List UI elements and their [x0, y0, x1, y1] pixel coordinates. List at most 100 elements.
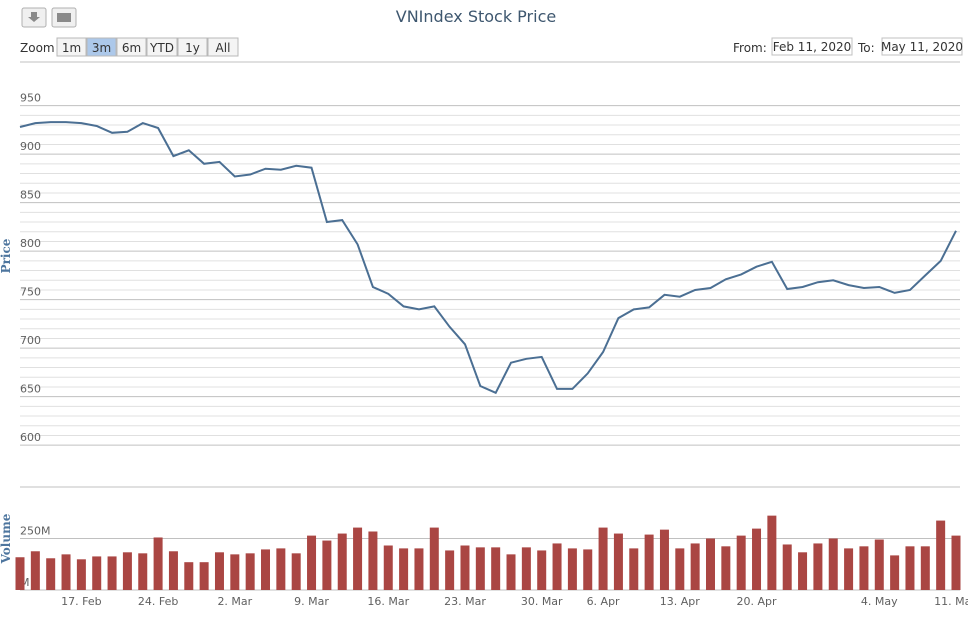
volume-bar: [690, 543, 700, 590]
zoom-button[interactable]: [116, 37, 147, 57]
volume-bar: [214, 552, 224, 590]
volume-bar: [552, 543, 562, 590]
zoom-button-label[interactable]: 6m: [122, 41, 141, 55]
volume-bar: [521, 547, 531, 590]
x-tick-label: 16. Mar: [367, 595, 409, 608]
y-axis-title: Volume: [0, 513, 13, 564]
zoom-button[interactable]: [207, 37, 239, 57]
y-tick-label: 800: [20, 237, 41, 250]
volume-bar: [353, 527, 363, 590]
volume-bar: [936, 520, 946, 590]
volume-bar: [168, 551, 178, 590]
x-tick-label: 23. Mar: [444, 595, 486, 608]
volume-bar: [15, 557, 25, 590]
volume-bar: [429, 527, 439, 590]
volume-bar: [583, 549, 593, 590]
volume-bar: [383, 545, 393, 590]
zoom-button[interactable]: [177, 37, 208, 57]
from-input[interactable]: [771, 37, 853, 56]
volume-bar: [475, 547, 485, 590]
volume-bar: [138, 553, 148, 590]
volume-bar: [76, 559, 86, 590]
volume-bar: [337, 533, 347, 590]
y-tick-label: 950: [20, 92, 41, 105]
zoom-button-label[interactable]: 3m: [92, 41, 111, 55]
volume-bar: [828, 538, 838, 590]
volume-bar: [537, 550, 547, 590]
volume-bar: [705, 538, 715, 590]
x-tick-label: 11. May: [934, 595, 968, 608]
volume-bar: [199, 562, 209, 590]
volume-bar: [368, 531, 378, 590]
from-date[interactable]: Feb 11, 2020: [773, 40, 852, 54]
to-date[interactable]: May 11, 2020: [881, 40, 963, 54]
volume-bar: [61, 554, 71, 590]
volume-bar: [659, 529, 669, 590]
zoom-button-label[interactable]: 1m: [62, 41, 81, 55]
y-tick-label: 600: [20, 431, 41, 444]
volume-bar: [920, 546, 930, 590]
volume-bar: [767, 515, 777, 590]
volume-bar: [736, 535, 746, 590]
volume-bar: [675, 548, 685, 590]
volume-bar: [798, 552, 808, 590]
volume-bar: [874, 539, 884, 590]
x-tick-label: 4. May: [861, 595, 898, 608]
volume-bar: [276, 548, 286, 590]
volume-bar: [782, 544, 792, 590]
download-button[interactable]: [21, 7, 47, 28]
volume-bar: [644, 534, 654, 590]
y-tick-label: 750: [20, 286, 41, 299]
volume-bar: [859, 546, 869, 590]
volume-bar: [613, 533, 623, 590]
print-button[interactable]: [51, 7, 77, 28]
chart-title: VNIndex Stock Price: [396, 7, 556, 26]
volume-bar: [122, 552, 132, 590]
y-tick-label: 700: [20, 334, 41, 347]
volume-bar: [629, 548, 639, 590]
volume-bar: [460, 545, 470, 590]
y-tick-label: 250M: [20, 525, 51, 538]
to-label: To:: [857, 41, 875, 55]
volume-bar: [245, 553, 255, 590]
volume-bar: [844, 548, 854, 590]
volume-bar: [721, 546, 731, 590]
zoom-button[interactable]: [146, 37, 178, 57]
y-tick-label: 850: [20, 189, 41, 202]
x-tick-label: 6. Apr: [587, 595, 620, 608]
volume-bar: [890, 555, 900, 590]
volume-bar: [307, 535, 317, 590]
volume-bar: [445, 550, 455, 590]
x-tick-label: 2. Mar: [217, 595, 252, 608]
volume-bar: [92, 556, 102, 590]
from-label: From:: [733, 41, 767, 55]
y-axis-title: Price: [0, 238, 13, 273]
zoom-button-label[interactable]: 1y: [185, 41, 200, 55]
to-input[interactable]: [881, 37, 963, 56]
x-tick-label: 13. Apr: [660, 595, 700, 608]
volume-bar: [153, 537, 163, 590]
x-tick-label: 30. Mar: [521, 595, 563, 608]
y-tick-label: M: [20, 576, 30, 589]
volume-bar: [414, 548, 424, 590]
zoom-label: Zoom: [20, 41, 55, 55]
volume-bar: [30, 551, 40, 590]
y-tick-label: 650: [20, 383, 41, 396]
volume-bar: [951, 535, 961, 590]
volume-bar: [813, 543, 823, 590]
x-tick-label: 9. Mar: [294, 595, 329, 608]
volume-bar: [905, 546, 915, 590]
x-tick-label: 17. Feb: [61, 595, 101, 608]
volume-bar: [506, 554, 516, 590]
volume-bar: [261, 549, 271, 590]
volume-bar: [752, 528, 762, 590]
zoom-button[interactable]: [86, 37, 117, 57]
zoom-button-label[interactable]: YTD: [149, 41, 174, 55]
zoom-button[interactable]: [56, 37, 87, 57]
volume-bar: [491, 547, 501, 590]
y-tick-label: 900: [20, 140, 41, 153]
volume-bar: [322, 540, 332, 590]
zoom-button-label[interactable]: All: [216, 41, 231, 55]
x-tick-label: 20. Apr: [737, 595, 777, 608]
